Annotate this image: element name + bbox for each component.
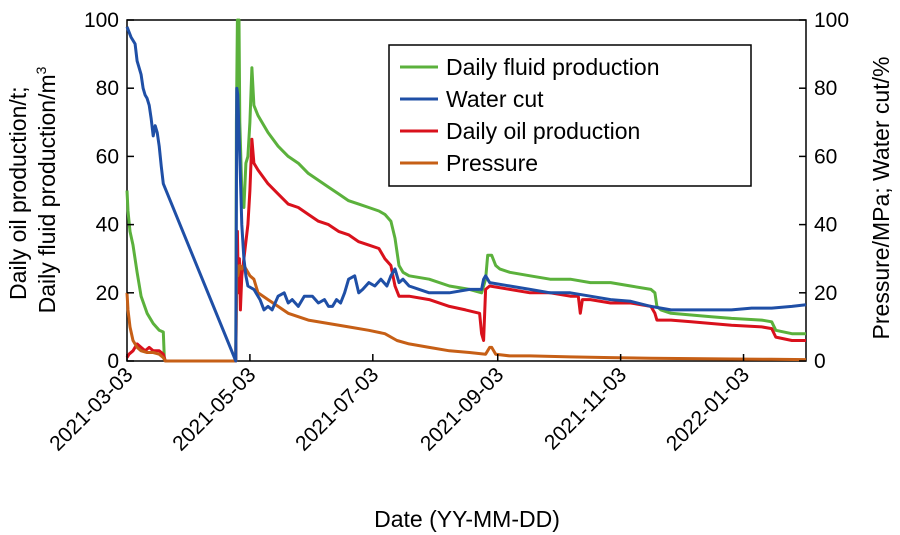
series-layer	[125, 18, 807, 363]
x-axis-title: Date (YY-MM-DD)	[374, 506, 560, 532]
legend-label-pressure: Pressure	[446, 150, 538, 176]
series-line-pressure	[125, 264, 807, 363]
legend-label-fluid: Daily fluid production	[446, 54, 660, 80]
y-right-tick-label: 40	[814, 214, 837, 237]
x-tick-label: 2021-11-03	[540, 363, 631, 454]
legend-label-oil: Daily oil production	[446, 118, 640, 144]
legend: Daily fluid production Water cut Daily o…	[388, 44, 752, 187]
y-left-tick-label: 0	[107, 350, 119, 373]
y-axis-title-right: Pressure/MPa; Water cut/%	[868, 57, 894, 340]
x-tick-label: 2021-09-03	[416, 363, 508, 455]
y-left-tick-label: 40	[96, 214, 119, 237]
y-axis-title-left-line1: Daily oil production/t;	[5, 86, 31, 300]
y-left-tick-label: 60	[96, 145, 119, 168]
y-left-tick-label: 20	[96, 282, 119, 305]
y-axis-title-left: Daily oil production/t; Daily fluid prod…	[5, 66, 60, 313]
y-right-tick-label: 60	[814, 145, 837, 168]
y-right-tick-label: 0	[814, 350, 826, 373]
x-tick-label: 2021-03-03	[45, 363, 137, 455]
y-left-tick-label: 100	[84, 9, 119, 32]
y-right-tick-label: 20	[814, 282, 837, 305]
y-axis-title-left-line2: Daily fluid production/m	[34, 74, 60, 313]
plot-area	[125, 18, 807, 363]
y-right-tick-label: 100	[814, 9, 849, 32]
legend-label-water-cut: Water cut	[446, 86, 544, 112]
x-tick-label: 2021-07-03	[291, 363, 383, 455]
y-axis-title-left-superscript: 3	[33, 66, 49, 74]
y-right-tick-label: 80	[814, 77, 837, 100]
x-tick-label: 2022-01-03	[662, 363, 754, 455]
x-tick-label: 2021-05-03	[168, 363, 260, 455]
y-left-tick-label: 80	[96, 77, 119, 100]
legend-box	[388, 44, 752, 187]
series-line-water-cut	[125, 26, 807, 363]
